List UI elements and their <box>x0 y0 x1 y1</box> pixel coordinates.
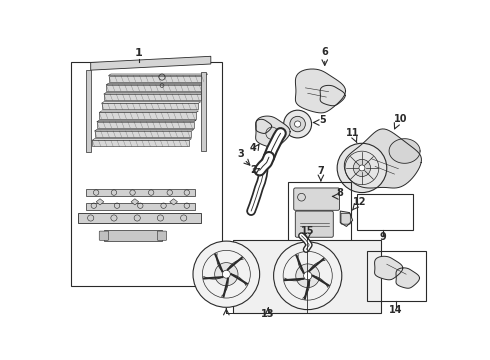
Circle shape <box>247 207 255 215</box>
Polygon shape <box>256 116 290 148</box>
Polygon shape <box>96 199 104 205</box>
Text: 13: 13 <box>262 309 275 319</box>
Polygon shape <box>375 256 403 280</box>
Text: 1: 1 <box>135 48 143 58</box>
Polygon shape <box>91 56 211 70</box>
Polygon shape <box>106 85 203 91</box>
Circle shape <box>222 270 230 278</box>
Circle shape <box>284 110 312 138</box>
Text: 8: 8 <box>337 188 343 198</box>
Circle shape <box>260 166 268 174</box>
Polygon shape <box>99 112 196 119</box>
Polygon shape <box>95 130 194 131</box>
Bar <box>71 62 221 286</box>
Text: 2: 2 <box>250 165 257 175</box>
Text: 6: 6 <box>321 47 328 57</box>
Text: 15: 15 <box>301 226 315 236</box>
Polygon shape <box>396 268 419 288</box>
FancyBboxPatch shape <box>99 231 108 240</box>
Polygon shape <box>104 94 201 100</box>
FancyBboxPatch shape <box>294 188 340 210</box>
Polygon shape <box>389 139 420 163</box>
Circle shape <box>359 165 365 171</box>
Polygon shape <box>92 139 192 140</box>
Polygon shape <box>344 129 421 188</box>
Text: 7: 7 <box>318 166 324 176</box>
Polygon shape <box>108 76 205 82</box>
Bar <box>86 203 195 210</box>
Polygon shape <box>131 199 139 205</box>
Bar <box>78 213 201 222</box>
Bar <box>368 251 425 301</box>
Circle shape <box>215 262 238 286</box>
Polygon shape <box>97 122 194 128</box>
Circle shape <box>193 241 260 307</box>
Polygon shape <box>92 140 189 147</box>
Bar <box>357 194 413 230</box>
Text: 10: 10 <box>394 114 408 124</box>
Text: 12: 12 <box>353 197 367 207</box>
FancyBboxPatch shape <box>157 231 167 240</box>
Text: 11: 11 <box>346 127 359 138</box>
Bar <box>86 189 195 197</box>
Polygon shape <box>295 69 345 113</box>
Circle shape <box>294 121 301 127</box>
Polygon shape <box>99 111 198 112</box>
Bar <box>233 239 381 313</box>
Polygon shape <box>97 120 196 122</box>
Text: 3: 3 <box>237 149 244 159</box>
Polygon shape <box>101 102 201 103</box>
Bar <box>86 70 92 152</box>
Text: 4: 4 <box>250 143 257 153</box>
Circle shape <box>337 143 387 193</box>
Polygon shape <box>256 119 271 134</box>
Polygon shape <box>106 83 205 85</box>
Polygon shape <box>340 211 353 226</box>
Circle shape <box>353 159 370 176</box>
Bar <box>288 182 351 242</box>
Bar <box>104 230 162 241</box>
Polygon shape <box>108 74 208 76</box>
Polygon shape <box>170 199 177 205</box>
Circle shape <box>273 242 342 310</box>
Text: 5: 5 <box>319 114 326 125</box>
Circle shape <box>290 116 305 132</box>
Polygon shape <box>95 131 192 137</box>
Bar <box>201 72 206 151</box>
Text: 9: 9 <box>379 232 386 242</box>
Polygon shape <box>320 85 345 106</box>
Polygon shape <box>101 103 198 109</box>
Polygon shape <box>104 93 203 94</box>
Circle shape <box>304 272 312 280</box>
Text: 14: 14 <box>389 305 403 315</box>
Circle shape <box>296 264 319 288</box>
FancyBboxPatch shape <box>295 211 333 237</box>
